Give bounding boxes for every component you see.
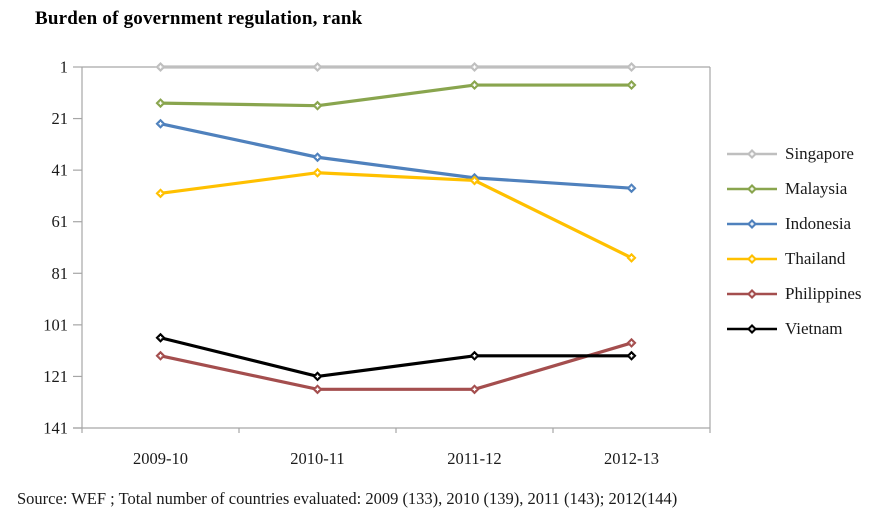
marker-highlight	[629, 65, 634, 69]
legend-marker-indonesia-icon	[727, 218, 777, 229]
marker-highlight	[629, 83, 634, 87]
marker-highlight	[472, 178, 477, 183]
marker-highlight	[158, 101, 163, 105]
legend-item-indonesia: Indonesia	[727, 212, 862, 235]
legend-label: Indonesia	[785, 213, 852, 233]
marker-highlight	[315, 155, 320, 160]
y-axis-tick-label: 1	[60, 58, 68, 77]
marker-highlight	[315, 170, 320, 175]
marker-highlight	[315, 387, 320, 392]
legend-marker-vietnam-icon	[727, 323, 777, 334]
y-axis-tick-label: 41	[52, 161, 69, 180]
y-axis-tick-label: 21	[52, 109, 69, 128]
marker-highlight	[158, 65, 163, 69]
chart-title: Burden of government regulation, rank	[35, 8, 363, 29]
y-axis-tick-label: 61	[52, 212, 69, 231]
y-axis-tick-label: 121	[43, 367, 68, 386]
x-axis-category-label: 2009-10	[133, 449, 188, 468]
marker-highlight	[750, 151, 754, 156]
legend-label: Thailand	[785, 248, 846, 268]
marker-highlight	[472, 354, 477, 358]
marker-highlight	[750, 326, 754, 331]
legend-label: Vietnam	[785, 318, 843, 338]
marker-highlight	[750, 221, 754, 226]
marker-highlight	[472, 83, 477, 87]
y-axis-tick-label: 141	[43, 419, 68, 438]
legend-item-thailand: Thailand	[727, 247, 862, 270]
marker-highlight	[158, 335, 163, 340]
x-axis-category-label: 2011-12	[447, 449, 501, 468]
legend-label: Singapore	[785, 143, 854, 163]
legend-item-philippines: Philippines	[727, 282, 862, 305]
series-line-philippines	[160, 341, 632, 391]
y-axis-tick-label: 101	[43, 315, 68, 334]
x-axis-category-label: 2010-11	[290, 449, 344, 468]
marker-highlight	[629, 341, 634, 345]
marker-highlight	[315, 65, 320, 69]
series-line-malaysia	[160, 83, 632, 108]
y-axis-tick-label: 81	[52, 264, 69, 283]
legend-label: Malaysia	[785, 178, 848, 198]
marker-highlight	[629, 256, 634, 260]
legend-marker-philippines-icon	[727, 288, 777, 299]
legend-item-singapore: Singapore	[727, 142, 862, 165]
legend: Singapore Malaysia Indonesia Thailand Philip…	[727, 142, 862, 352]
legend-marker-singapore-icon	[727, 148, 777, 159]
marker-highlight	[750, 291, 754, 296]
series-line-thailand	[160, 171, 633, 260]
marker-highlight	[315, 374, 320, 379]
marker-highlight	[158, 191, 163, 196]
series-line-vietnam	[160, 336, 632, 379]
legend-item-vietnam: Vietnam	[727, 317, 862, 340]
series-line-indonesia	[160, 122, 632, 190]
marker-highlight	[629, 186, 634, 190]
marker-highlight	[472, 387, 477, 392]
legend-marker-malaysia-icon	[727, 183, 777, 194]
marker-highlight	[158, 121, 163, 126]
marker-highlight	[629, 354, 634, 358]
marker-highlight	[315, 103, 320, 108]
source-note: Source: WEF ; Total number of countries …	[17, 489, 678, 508]
marker-highlight	[158, 354, 163, 358]
marker-highlight	[750, 256, 754, 261]
legend-label: Philippines	[785, 283, 862, 303]
marker-highlight	[472, 65, 477, 69]
legend-item-malaysia: Malaysia	[727, 177, 862, 200]
x-axis-category-label: 2012-13	[604, 449, 659, 468]
legend-marker-thailand-icon	[727, 253, 777, 264]
marker-highlight	[750, 186, 754, 191]
